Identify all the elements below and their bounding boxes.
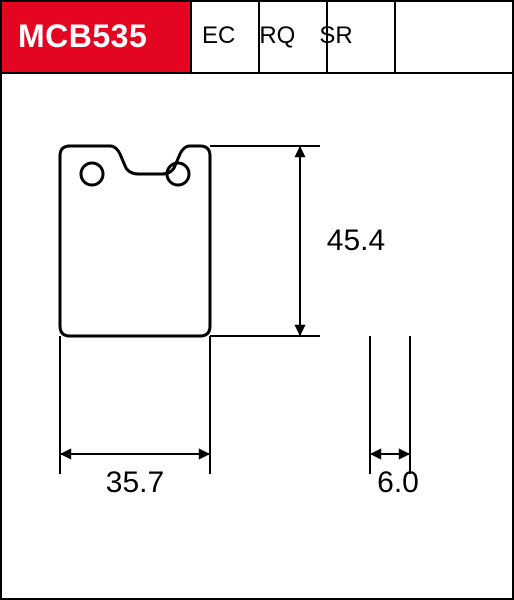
header-vline-1	[190, 0, 192, 72]
dim-height-value: 45.4	[316, 224, 396, 258]
drawing-stage: TRW 45.4 35.7 6.0	[0, 74, 514, 600]
header-vline-2	[258, 0, 260, 72]
header-vline-4	[394, 0, 396, 72]
dim-width-value: 35.7	[95, 466, 175, 500]
hole-right	[167, 163, 189, 185]
code-0: EC	[202, 22, 235, 50]
hole-left	[81, 163, 103, 185]
part-number: MCB535	[0, 0, 190, 72]
technical-diagram	[0, 74, 514, 600]
code-2: SR	[319, 22, 352, 50]
code-1: RQ	[259, 22, 295, 50]
header-vline-3	[326, 0, 328, 72]
header: MCB535 EC RQ SR	[0, 0, 514, 72]
variant-codes: EC RQ SR	[190, 0, 514, 72]
dim-thick-value: 6.0	[368, 466, 428, 500]
